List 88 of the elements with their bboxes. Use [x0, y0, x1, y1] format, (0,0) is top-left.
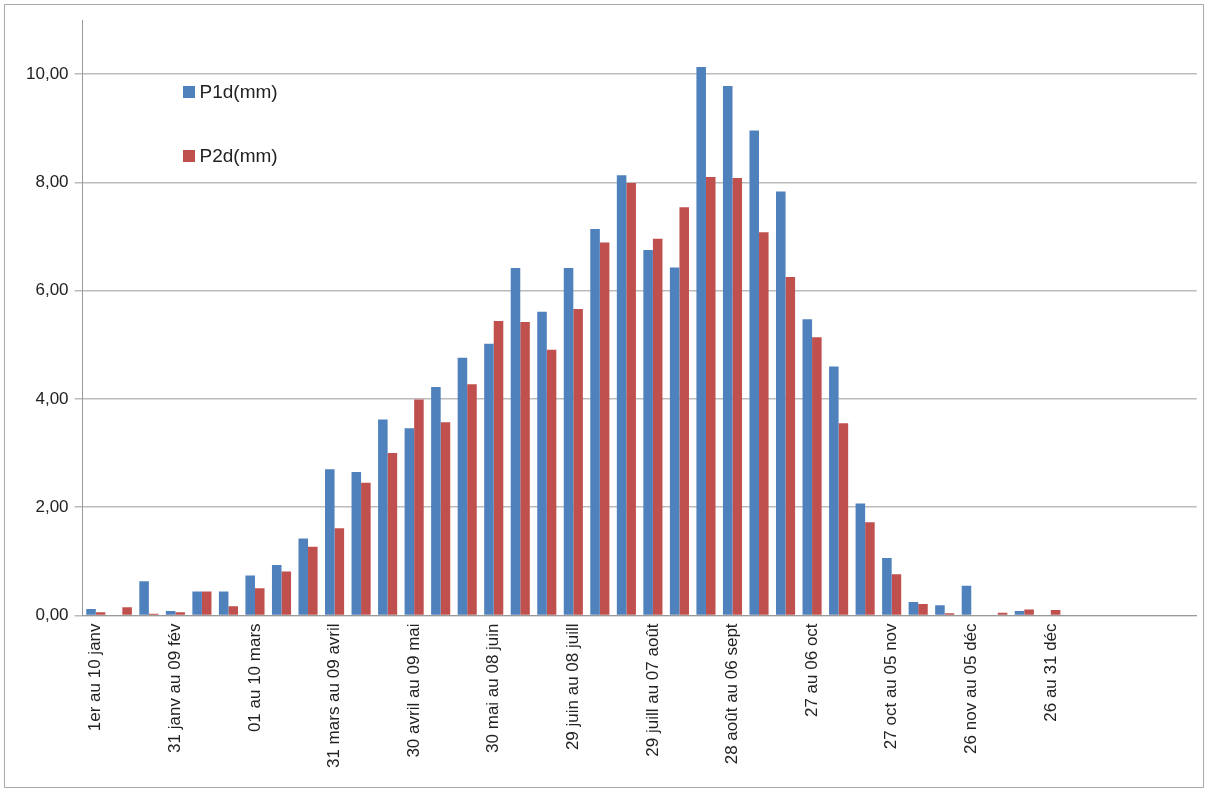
- bar: [493, 320, 504, 615]
- bar: [351, 471, 362, 615]
- bar: [891, 574, 902, 615]
- bar: [935, 605, 945, 615]
- bar: [679, 207, 689, 615]
- bar: [254, 588, 265, 615]
- bar: [696, 67, 706, 615]
- bar: [431, 387, 441, 615]
- y-tick-label: 10,00: [25, 63, 69, 83]
- x-tick-label: 26 nov au 05 déc: [960, 622, 980, 754]
- bar: [245, 575, 255, 615]
- bar: [95, 612, 106, 615]
- bar: [838, 423, 849, 615]
- y-tick-label: 0,00: [35, 605, 69, 625]
- bar: [829, 366, 839, 615]
- x-tick-label: 30 mai au 08 juin: [483, 623, 503, 753]
- bar: [563, 267, 574, 615]
- bar: [776, 191, 786, 615]
- bar: [855, 503, 866, 615]
- bar: [643, 250, 653, 615]
- bar: [414, 399, 424, 615]
- bar: [457, 357, 468, 615]
- bar: [599, 242, 610, 615]
- bar: [961, 585, 972, 615]
- bar: [802, 319, 813, 615]
- bar: [510, 267, 521, 615]
- bar: [732, 178, 743, 615]
- bar: [201, 591, 212, 615]
- x-tick-label: 29 juin au 08 juill: [563, 623, 583, 751]
- bar: [86, 608, 96, 615]
- bar: [165, 611, 176, 615]
- bar: [590, 228, 600, 615]
- bar: [361, 482, 371, 615]
- bar: [1014, 611, 1025, 615]
- bar: [484, 343, 494, 615]
- bar: [1024, 609, 1034, 615]
- bar: [626, 182, 636, 615]
- bar: [722, 86, 733, 615]
- bar: [404, 428, 415, 615]
- bar: [387, 453, 398, 615]
- bar: [785, 277, 796, 615]
- bar: [520, 322, 530, 615]
- bar: [271, 565, 282, 615]
- bar: [192, 591, 202, 615]
- bar: [440, 422, 451, 615]
- bar: [122, 607, 132, 615]
- bar: [228, 606, 238, 615]
- y-tick-label: 4,00: [35, 388, 69, 408]
- bar: [378, 419, 388, 615]
- bar: [281, 571, 292, 615]
- x-tick-label: 29 juill au 07 août: [642, 623, 662, 757]
- x-tick-label: 27 oct au 05 nov: [881, 622, 901, 750]
- x-tick-label: 31 janv au 09 fév: [165, 622, 185, 753]
- x-tick-label: 26 au 31 déc: [1040, 622, 1060, 722]
- bar: [616, 175, 627, 615]
- bar: [546, 349, 557, 615]
- bar: [865, 522, 875, 615]
- bar: [139, 581, 149, 615]
- bar: [705, 176, 716, 615]
- y-tick-label: 6,00: [35, 280, 69, 300]
- bar: [882, 558, 892, 615]
- legend-label: P2d(mm): [199, 145, 278, 167]
- bar: [669, 267, 680, 615]
- y-tick-label: 8,00: [35, 172, 69, 192]
- x-tick-label: 30 avril au 09 mai: [403, 623, 423, 758]
- bar: [218, 591, 229, 615]
- bar: [652, 238, 663, 615]
- bar: [325, 469, 335, 615]
- bar: [1050, 610, 1061, 615]
- y-tick-label: 2,00: [35, 496, 69, 516]
- x-tick-label: 31 mars au 09 avril: [324, 623, 344, 769]
- bar: [918, 604, 928, 615]
- bar: [467, 384, 477, 615]
- bar: [334, 528, 345, 615]
- bar: [537, 311, 547, 615]
- legend-label: P1d(mm): [199, 81, 278, 103]
- bar: [308, 546, 318, 615]
- bar: [175, 612, 185, 615]
- x-tick-label: 01 au 10 mars: [244, 623, 264, 733]
- bar: [759, 232, 769, 615]
- bar: [298, 538, 309, 615]
- bar: [908, 601, 919, 615]
- bar: [812, 337, 822, 615]
- x-tick-label: 27 au 06 oct: [801, 623, 821, 718]
- bar: [749, 130, 760, 615]
- bar: [573, 309, 583, 615]
- x-tick-label: 1er au 10 janv: [85, 622, 105, 732]
- x-tick-label: 28 août au 06 sept: [722, 623, 742, 765]
